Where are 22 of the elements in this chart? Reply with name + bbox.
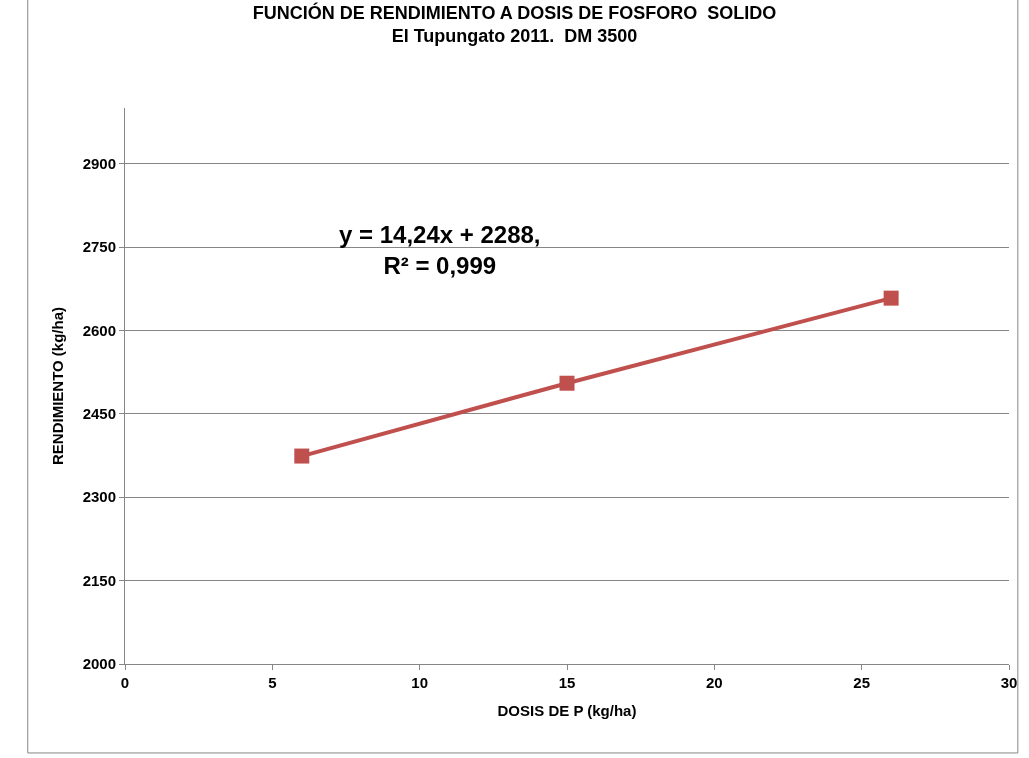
y-tick-label: 2000 — [82, 655, 116, 673]
x-tick-label: 5 — [268, 674, 277, 691]
y-tick-label: 2300 — [82, 488, 116, 506]
point — [294, 448, 310, 464]
x-tick-label: 0 — [120, 674, 130, 691]
y-tick-label: 2900 — [82, 154, 116, 172]
point — [883, 290, 899, 306]
point — [559, 375, 575, 391]
y-tick-label: 2450 — [82, 405, 116, 423]
x-tick-label: 15 — [558, 674, 576, 691]
x-tick-label: 30 — [1000, 674, 1018, 691]
y-tick-label: 2600 — [82, 321, 116, 339]
x-tick-label: 25 — [853, 674, 871, 691]
x-tick-label: 20 — [705, 674, 723, 691]
annotation: y = 14,24x + 2288, R² = 0,999 — [339, 221, 541, 280]
x-tick-label: 10 — [411, 674, 429, 691]
y-axis-title: RENDIMIENTO (kg/ha) — [48, 306, 66, 466]
chart-title: FUNCIÓN DE RENDIMIENTO A DOSIS DE FOSFORO SOLIDO — [252, 1, 777, 23]
y-tick-label: 2150 — [82, 571, 116, 589]
y-tick-label: 2750 — [82, 238, 116, 256]
x-axis-title: DOSIS DE P (kg/ha) — [497, 702, 637, 719]
chart-subtitle: El Tupungato 2011. DM 3500 — [391, 26, 638, 47]
